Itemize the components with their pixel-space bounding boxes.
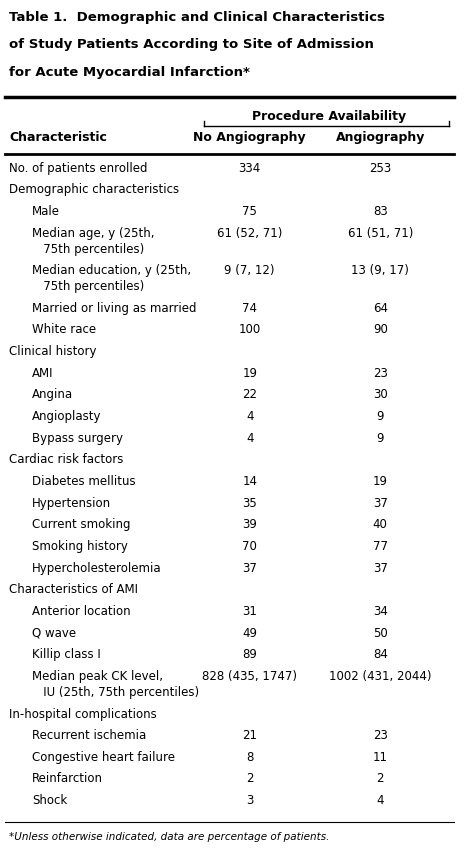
Text: Median age, y (25th,
   75th percentiles): Median age, y (25th, 75th percentiles) [32,227,155,256]
Text: 31: 31 [242,605,257,618]
Text: 39: 39 [242,518,257,532]
Text: 828 (435, 1747): 828 (435, 1747) [202,670,297,683]
Text: 89: 89 [242,648,257,661]
Text: 23: 23 [373,366,388,380]
Text: 23: 23 [373,729,388,742]
Text: 74: 74 [242,302,257,314]
Text: Married or living as married: Married or living as married [32,302,197,314]
Text: for Acute Myocardial Infarction*: for Acute Myocardial Infarction* [9,66,250,78]
Text: AMI: AMI [32,366,54,380]
Text: 9: 9 [376,410,384,423]
Text: 37: 37 [373,497,388,509]
Text: 4: 4 [246,432,254,445]
Text: 83: 83 [373,205,388,218]
Text: Angiography: Angiography [336,130,425,144]
Text: Diabetes mellitus: Diabetes mellitus [32,475,136,488]
Text: Characteristics of AMI: Characteristics of AMI [9,584,138,596]
Text: Male: Male [32,205,60,218]
Text: 30: 30 [373,389,388,401]
Text: Anterior location: Anterior location [32,605,131,618]
Text: White race: White race [32,324,96,337]
Text: Clinical history: Clinical history [9,345,97,358]
Text: Bypass surgery: Bypass surgery [32,432,123,445]
Text: 37: 37 [373,561,388,574]
Text: 84: 84 [373,648,388,661]
Text: 50: 50 [373,627,388,640]
Text: 4: 4 [376,794,384,807]
Text: 2: 2 [246,773,254,786]
Text: 1002 (431, 2044): 1002 (431, 2044) [329,670,431,683]
Text: Smoking history: Smoking history [32,540,128,553]
Text: 14: 14 [242,475,257,488]
Text: Characteristic: Characteristic [9,130,107,144]
Text: Cardiac risk factors: Cardiac risk factors [9,453,124,466]
Text: Shock: Shock [32,794,67,807]
Text: *Unless otherwise indicated, data are percentage of patients.: *Unless otherwise indicated, data are pe… [9,832,329,843]
Text: Demographic characteristics: Demographic characteristics [9,183,179,196]
Text: 22: 22 [242,389,257,401]
Text: Angina: Angina [32,389,73,401]
Text: 37: 37 [242,561,257,574]
Text: Hypercholesterolemia: Hypercholesterolemia [32,561,162,574]
Text: 75: 75 [242,205,257,218]
Text: 100: 100 [238,324,261,337]
Text: 90: 90 [373,324,388,337]
Text: 49: 49 [242,627,257,640]
Text: 4: 4 [246,410,254,423]
Text: 77: 77 [373,540,388,553]
Text: No. of patients enrolled: No. of patients enrolled [9,162,148,175]
Text: 40: 40 [373,518,388,532]
Text: 11: 11 [373,751,388,764]
Text: 19: 19 [242,366,257,380]
Text: Recurrent ischemia: Recurrent ischemia [32,729,146,742]
Text: 3: 3 [246,794,254,807]
Text: 2: 2 [376,773,384,786]
Text: Angioplasty: Angioplasty [32,410,101,423]
Text: Current smoking: Current smoking [32,518,130,532]
Text: 253: 253 [369,162,392,175]
Text: 34: 34 [373,605,388,618]
Text: No Angiography: No Angiography [193,130,306,144]
Text: 9 (7, 12): 9 (7, 12) [224,264,275,277]
Text: Median peak CK level,
   IU (25th, 75th percentiles): Median peak CK level, IU (25th, 75th per… [32,670,199,699]
Text: Q wave: Q wave [32,627,76,640]
Text: 8: 8 [246,751,254,764]
Text: Procedure Availability: Procedure Availability [252,110,406,123]
Text: 70: 70 [242,540,257,553]
Text: Congestive heart failure: Congestive heart failure [32,751,175,764]
Text: 64: 64 [373,302,388,314]
Text: 13 (9, 17): 13 (9, 17) [351,264,409,277]
Text: 61 (51, 71): 61 (51, 71) [347,227,413,239]
Text: 61 (52, 71): 61 (52, 71) [217,227,283,239]
Text: Table 1.  Demographic and Clinical Characteristics: Table 1. Demographic and Clinical Charac… [9,11,385,24]
Text: 9: 9 [376,432,384,445]
Text: 35: 35 [242,497,257,509]
Text: 19: 19 [373,475,388,488]
Text: Hypertension: Hypertension [32,497,111,509]
Text: Killip class I: Killip class I [32,648,101,661]
Text: In-hospital complications: In-hospital complications [9,707,157,721]
Text: 21: 21 [242,729,257,742]
Text: 334: 334 [238,162,261,175]
Text: of Study Patients According to Site of Admission: of Study Patients According to Site of A… [9,38,374,51]
Text: Median education, y (25th,
   75th percentiles): Median education, y (25th, 75th percenti… [32,264,191,293]
Text: Reinfarction: Reinfarction [32,773,103,786]
